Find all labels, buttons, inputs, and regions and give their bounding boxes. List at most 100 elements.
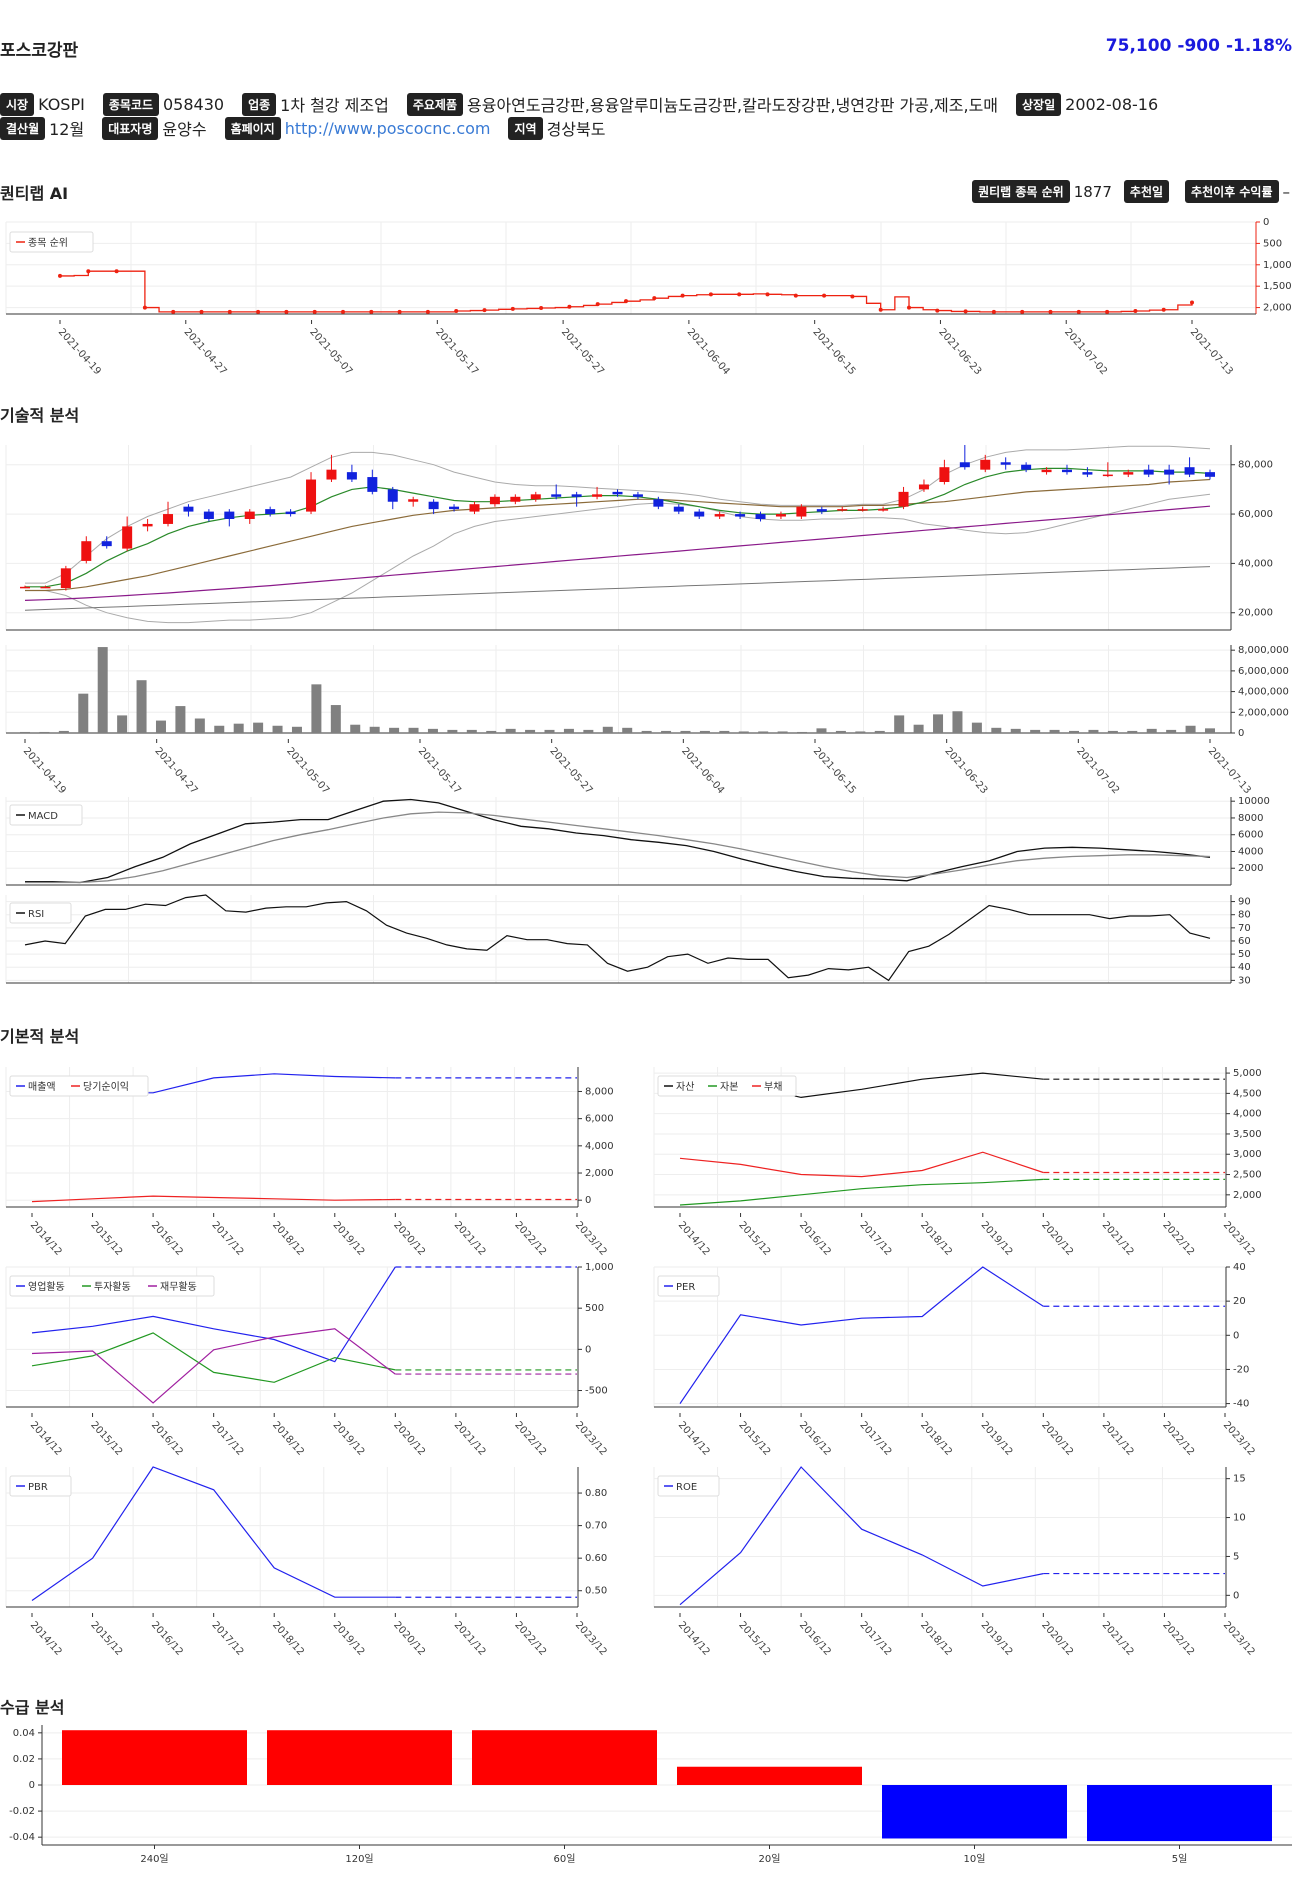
x-tick-label: 2020/12	[391, 1620, 427, 1658]
volume-bar	[408, 727, 419, 733]
rank-point	[510, 306, 515, 311]
y-tick-label: 0	[1233, 1330, 1239, 1341]
x-tick-label: 2023/12	[573, 1220, 609, 1258]
legend-box	[9, 1475, 72, 1497]
rank-point	[907, 305, 911, 310]
legend-label: 재무활동	[160, 1280, 197, 1293]
candle-body	[653, 499, 664, 507]
rec-return-tag: 추천이후 수익률	[1185, 180, 1279, 203]
y-tick-label: -40	[1233, 1399, 1249, 1410]
volume-bar	[291, 726, 302, 733]
x-tick-label: 2021-04-19	[56, 327, 103, 378]
info-row-2: 결산월 12월 대표자명 윤양수 홈페이지 http://www.poscocn…	[0, 116, 623, 140]
y-tick-label: 0	[585, 1344, 591, 1355]
cashflow-chart: -500 0 500 1,000 영업활동 투자활동 재무활동 2014/12 2015/12 2…	[5, 1262, 614, 1458]
y-tick-label: -0.02	[9, 1806, 35, 1817]
legend-label: 매출액	[28, 1081, 56, 1093]
rank-chart: 0 500 1,000 1,500 2,000 종목 순위 2021-04-19 2021-0…	[5, 217, 1292, 378]
x-tick-label: 2021-07-13	[1188, 327, 1235, 378]
series-line-0	[679, 1466, 1044, 1606]
x-tick-label: 2021/12	[452, 1220, 488, 1258]
ma-short	[25, 467, 1211, 588]
rank-point	[708, 292, 713, 297]
x-tick-label: 2021/12	[1100, 1420, 1136, 1458]
volume-bar	[369, 726, 380, 733]
x-tick-label: 2021-06-15	[810, 327, 857, 378]
x-tick-label: 2019/12	[979, 1620, 1015, 1658]
rank-point	[114, 269, 119, 274]
volume-bar	[1010, 728, 1021, 733]
candle-body	[918, 484, 929, 490]
info-row-1: 시장 KOSPI 종목코드 058430 업종 1차 철강 제조업 주요제품 용…	[0, 92, 1176, 116]
homepage-link[interactable]: http://www.poscocnc.com	[284, 118, 491, 138]
y-tick-label: 80	[1238, 910, 1251, 921]
legend-label: 영업활동	[28, 1280, 65, 1293]
volume-bar	[602, 726, 613, 733]
supply-chart: -0.04 -0.02 0 0.02 0.04 240일 120일 60일 20일 10일 5일	[9, 1725, 1292, 1865]
candle-body	[959, 462, 970, 468]
x-tick-label: 2021-06-23	[942, 746, 989, 797]
candle-body	[1021, 464, 1032, 470]
section-technical-title: 기술적 분석	[0, 406, 80, 425]
y-tick-label: 4,500	[1233, 1088, 1262, 1099]
x-tick-label: 2020/12	[1039, 1220, 1075, 1258]
candle-body	[980, 459, 991, 470]
price-display: 75,100 -900 -1.18%	[1100, 36, 1292, 56]
legend-label: 자산	[676, 1081, 694, 1093]
sector-tag: 업종	[242, 92, 277, 116]
candle-body	[244, 511, 255, 519]
x-tick-label: 2021-06-15	[811, 746, 858, 797]
series-line-0	[679, 1266, 1044, 1404]
rank-point	[482, 308, 487, 313]
current-price: 75,100	[1105, 36, 1172, 56]
x-tick-label: 2017/12	[209, 1220, 245, 1258]
volume-bar	[311, 684, 322, 733]
ceo-tag: 대표자명	[102, 116, 159, 140]
y-tick-label: 6000	[1238, 830, 1263, 841]
x-tick-label: 2021-05-17	[416, 746, 463, 797]
candle-body	[1061, 469, 1072, 473]
x-tick-label: 2021-04-27	[182, 327, 229, 378]
volume-bar	[1030, 729, 1041, 733]
legend-label: 종목 순위	[28, 236, 68, 249]
rank-point	[963, 309, 968, 314]
x-tick-label: 2021/12	[1100, 1620, 1136, 1658]
candle-body	[632, 494, 643, 497]
rank-point	[595, 302, 600, 307]
candle-body	[101, 541, 112, 547]
candle-body	[837, 509, 848, 511]
y-tick-label: 0.60	[585, 1553, 607, 1564]
region-tag: 지역	[508, 116, 543, 140]
volume-bar	[699, 730, 710, 733]
y-tick-label: 0.80	[585, 1488, 607, 1499]
macd-line-0	[25, 798, 1211, 884]
y-tick-label: 70	[1238, 923, 1251, 934]
volume-bar	[855, 731, 866, 733]
x-tick-label: 2017/12	[857, 1620, 893, 1658]
x-tick-label: 2017/12	[857, 1220, 893, 1258]
x-tick-label: 2021-05-07	[307, 327, 354, 378]
y-tick-label: 0	[585, 1195, 591, 1206]
section-supply-title: 수급 분석	[0, 1698, 65, 1717]
x-tick-label: 2022/12	[1160, 1420, 1196, 1458]
rank-point	[822, 293, 827, 298]
x-tick-label: 2022/12	[1160, 1220, 1196, 1258]
candle-body	[612, 491, 623, 495]
series-line-1	[679, 1178, 1044, 1206]
volume-bar	[1069, 730, 1080, 733]
legend-label: PER	[676, 1282, 695, 1293]
volume-bar	[777, 731, 788, 733]
y-tick-label: 15	[1233, 1474, 1246, 1485]
candle-body	[20, 586, 30, 589]
rank-point	[624, 299, 628, 304]
y-tick-label: 0	[29, 1780, 35, 1791]
volume-bar	[117, 715, 128, 733]
volume-bar	[874, 730, 885, 733]
legend-box	[657, 1275, 720, 1297]
volume-bar	[1146, 728, 1157, 733]
volume-bar	[641, 730, 652, 733]
x-tick-label: 2014/12	[28, 1620, 64, 1658]
rank-point	[227, 309, 232, 314]
x-tick-label: 2021-06-04	[685, 327, 732, 378]
x-tick-label: 2023/12	[1221, 1220, 1257, 1258]
